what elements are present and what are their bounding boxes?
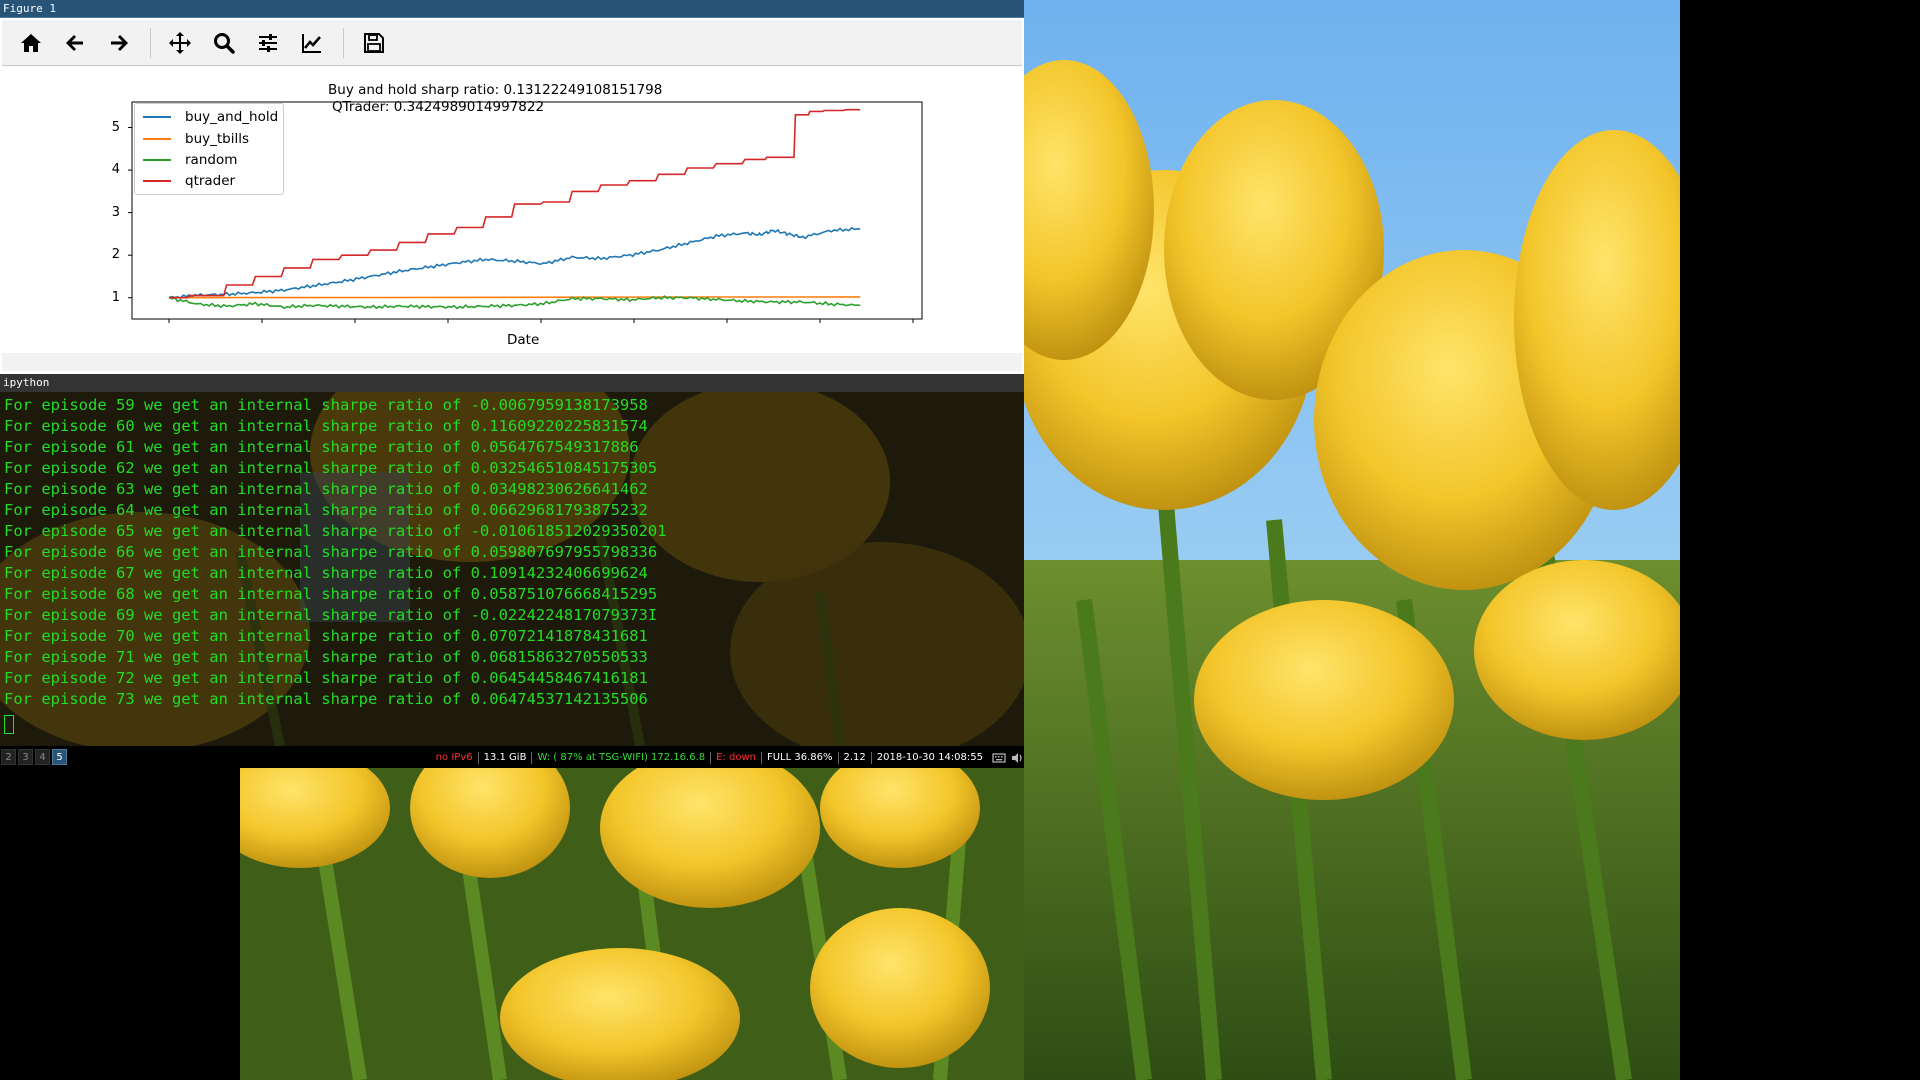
window-title: ipython <box>0 374 1024 392</box>
legend-label: qtrader <box>185 173 236 189</box>
subplots-sliders-icon <box>259 34 277 52</box>
series-line-qtrader <box>169 108 861 299</box>
legend-swatch <box>143 138 171 140</box>
status-disk: 13.1 GiB <box>479 752 533 764</box>
legend-label: buy_tbills <box>185 131 250 147</box>
toolbar-separator <box>343 28 344 58</box>
y-tick-label: 5 <box>111 119 120 135</box>
legend-item-qtrader: qtrader <box>143 171 235 191</box>
back-button[interactable] <box>61 29 89 57</box>
forward-button[interactable] <box>105 29 133 57</box>
navigation-toolbar <box>2 20 1022 66</box>
i3-status-bar: 2 3 4 5 no IPv6 13.1 GiB W: ( 87% at TSG… <box>0 748 1024 768</box>
terminal-line: For episode 67 we get an internal sharpe… <box>4 564 648 582</box>
zoom-button[interactable] <box>210 29 238 57</box>
legend-swatch <box>143 159 171 161</box>
home-icon <box>21 34 41 52</box>
legend-label: random <box>185 152 238 168</box>
terminal-line: For episode 64 we get an internal sharpe… <box>4 501 648 519</box>
status-wifi: W: ( 87% at TSG-WIFI) 172.16.6.8 <box>532 752 712 764</box>
y-tick-label: 1 <box>111 289 120 305</box>
save-button[interactable] <box>360 29 388 57</box>
legend-item-buy-tbills: buy_tbills <box>143 129 249 149</box>
edit-curve-icon <box>302 34 321 53</box>
terminal-line: For episode 72 we get an internal sharpe… <box>4 669 648 687</box>
keyboard-icon[interactable] <box>992 751 1006 765</box>
forward-arrow-icon <box>111 35 128 51</box>
axes-frame <box>131 101 923 320</box>
series-line-random <box>168 295 861 310</box>
chart-svg <box>128 101 923 323</box>
home-button[interactable] <box>17 29 45 57</box>
chart-legend: buy_and_hold buy_tbills random qtrader <box>134 103 284 195</box>
terminal-line: For episode 69 we get an internal sharpe… <box>4 606 658 624</box>
terminal-line: For episode 70 we get an internal sharpe… <box>4 627 648 645</box>
terminal-line: For episode 59 we get an internal sharpe… <box>4 396 648 414</box>
pan-button[interactable] <box>166 29 194 57</box>
terminal-output: For episode 59 we get an internal sharpe… <box>4 396 667 734</box>
ipython-terminal-window[interactable]: ipython For episode 59 we get an interna… <box>0 374 1024 746</box>
workspace-button-4[interactable]: 4 <box>35 749 50 765</box>
legend-label: buy_and_hold <box>185 109 279 125</box>
terminal-line: For episode 66 we get an internal sharpe… <box>4 543 658 561</box>
terminal-line: For episode 62 we get an internal sharpe… <box>4 459 658 477</box>
terminal-line: For episode 68 we get an internal sharpe… <box>4 585 658 603</box>
subplots-button[interactable] <box>254 29 282 57</box>
y-tick-label: 2 <box>111 247 120 263</box>
terminal-cursor <box>4 715 14 734</box>
volume-icon[interactable] <box>1010 751 1024 765</box>
legend-swatch <box>143 180 171 182</box>
y-tick-label: 4 <box>111 162 120 178</box>
save-floppy-icon <box>364 33 384 53</box>
terminal-line: For episode 63 we get an internal sharpe… <box>4 480 648 498</box>
y-tick-label: 3 <box>111 204 120 220</box>
terminal-line: For episode 65 we get an internal sharpe… <box>4 522 667 540</box>
workspace-button-5-active[interactable]: 5 <box>52 749 67 765</box>
legend-item-buy-and-hold: buy_and_hold <box>143 107 278 127</box>
back-arrow-icon <box>66 35 83 51</box>
status-items: no IPv6 13.1 GiB W: ( 87% at TSG-WIFI) 1… <box>431 748 1024 768</box>
pan-move-icon <box>169 32 191 54</box>
zoom-magnifier-icon <box>214 33 235 54</box>
desktop-wallpaper-lower <box>240 768 1024 1080</box>
x-axis-label: Date <box>507 332 540 348</box>
status-battery: FULL 36.86% <box>762 752 839 764</box>
window-title: Figure 1 <box>0 0 1024 18</box>
legend-item-random: random <box>143 150 237 170</box>
figure-canvas[interactable]: Buy and hold sharp ratio: 0.131222491081… <box>2 67 1022 353</box>
customize-button[interactable] <box>298 29 326 57</box>
status-load: 2.12 <box>839 752 872 764</box>
workspace-button-3[interactable]: 3 <box>18 749 33 765</box>
terminal-line: For episode 73 we get an internal sharpe… <box>4 690 648 708</box>
terminal-line: For episode 60 we get an internal sharpe… <box>4 417 648 435</box>
chart-subtitle: QTrader: 0.3424989014997822 <box>332 99 545 115</box>
figure-status-area <box>2 353 1022 371</box>
matplotlib-figure-window: Figure 1 Buy and hold sharp ratio: <box>0 0 1024 374</box>
legend-swatch <box>143 116 171 118</box>
status-ethernet: E: down <box>711 752 762 764</box>
series-line-buy-and-hold <box>168 226 861 299</box>
status-ipv6: no IPv6 <box>431 752 479 764</box>
chart-title: Buy and hold sharp ratio: 0.131222491081… <box>328 82 663 98</box>
terminal-translucent-background <box>0 392 1024 746</box>
desktop-wallpaper <box>1024 0 1680 1080</box>
toolbar-separator <box>150 28 151 58</box>
terminal-body[interactable]: For episode 59 we get an internal sharpe… <box>0 392 1024 746</box>
terminal-line: For episode 61 we get an internal sharpe… <box>4 438 639 456</box>
series-line-buy-tbills <box>168 296 861 299</box>
status-clock: 2018-10-30 14:08:55 <box>876 752 983 763</box>
terminal-line: For episode 71 we get an internal sharpe… <box>4 648 648 666</box>
workspace-button-2[interactable]: 2 <box>1 749 16 765</box>
